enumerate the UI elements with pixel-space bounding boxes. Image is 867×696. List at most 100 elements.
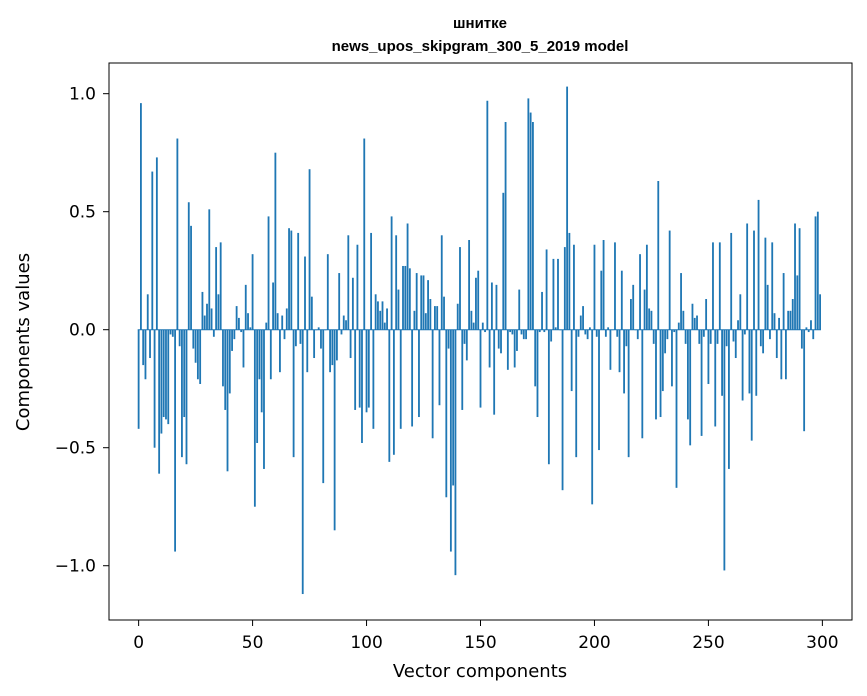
bar <box>522 329 525 340</box>
bar <box>495 284 498 330</box>
bar <box>814 216 817 330</box>
bar <box>470 310 473 330</box>
bar <box>306 329 309 373</box>
bar <box>292 329 295 458</box>
bar <box>789 310 792 330</box>
bar <box>440 235 443 330</box>
bar <box>604 329 607 337</box>
bar <box>502 192 505 330</box>
bar <box>336 329 338 361</box>
bar <box>791 299 794 330</box>
bar <box>370 232 373 330</box>
bar <box>641 329 644 439</box>
bar <box>144 329 147 380</box>
bar <box>459 247 461 330</box>
bar <box>326 254 329 330</box>
bar <box>636 329 639 340</box>
bar <box>395 235 398 330</box>
bar <box>468 240 471 330</box>
bar <box>361 329 363 443</box>
bar <box>547 329 550 465</box>
chart-subtitle: news_upos_skipgram_300_5_2019 model <box>332 38 629 55</box>
bar <box>158 329 161 474</box>
bar <box>477 270 480 330</box>
bar <box>431 329 434 439</box>
bar <box>798 228 801 330</box>
bar <box>671 329 673 387</box>
bar <box>573 244 575 330</box>
bar <box>418 329 420 418</box>
x-tick-label: 150 <box>464 633 496 653</box>
bar <box>199 329 202 384</box>
bar <box>680 273 682 330</box>
bar <box>445 329 448 498</box>
bar <box>775 329 778 359</box>
bar <box>272 282 275 330</box>
bar <box>183 329 186 418</box>
bar <box>338 273 341 330</box>
bar <box>461 329 464 410</box>
bar <box>247 313 249 330</box>
x-axis: 0 50 100 150 200 250 300 <box>133 620 839 653</box>
bar <box>732 329 735 342</box>
bar <box>698 329 701 344</box>
bar <box>648 308 651 330</box>
bar <box>668 230 671 330</box>
bar <box>281 315 284 330</box>
bar <box>358 329 361 408</box>
bar <box>805 327 808 330</box>
bar <box>481 322 484 330</box>
bar <box>297 232 300 330</box>
bar <box>506 329 509 370</box>
bar <box>212 329 215 337</box>
bar <box>803 329 806 432</box>
bar <box>452 329 455 486</box>
bar <box>677 322 680 330</box>
bar <box>406 223 409 330</box>
bar <box>739 294 742 330</box>
bar <box>716 329 719 344</box>
bar <box>552 258 555 330</box>
bar <box>684 329 687 344</box>
bar <box>456 303 459 330</box>
bar <box>149 329 151 359</box>
bar <box>673 329 676 333</box>
bar <box>269 329 272 380</box>
bar <box>623 329 625 394</box>
bar <box>778 317 780 330</box>
bar <box>427 280 429 330</box>
bar <box>413 310 416 330</box>
y-tick-label: −0.5 <box>55 439 96 459</box>
bar <box>434 306 436 330</box>
bar <box>557 258 559 330</box>
bar <box>627 329 630 458</box>
bar <box>244 284 247 330</box>
bar <box>643 289 646 330</box>
bar <box>267 216 270 330</box>
bar <box>532 122 534 330</box>
bar <box>787 310 790 330</box>
bar <box>493 329 496 415</box>
bar <box>379 310 382 330</box>
bar <box>415 273 418 330</box>
bar <box>397 289 400 330</box>
bar <box>488 329 491 368</box>
bar <box>709 329 712 344</box>
bar <box>381 301 384 330</box>
bar <box>390 216 393 330</box>
x-tick-label: 100 <box>350 633 382 653</box>
bar <box>693 317 696 330</box>
bar <box>322 329 325 484</box>
bar <box>449 329 452 552</box>
bar <box>598 329 600 451</box>
bar <box>723 329 726 571</box>
bar <box>238 317 240 330</box>
bar <box>771 242 774 330</box>
bar <box>766 284 769 330</box>
bar <box>618 329 621 373</box>
bar <box>520 329 523 335</box>
bar <box>420 275 423 330</box>
bar <box>192 329 195 349</box>
bar <box>725 329 728 347</box>
bar <box>796 275 799 330</box>
